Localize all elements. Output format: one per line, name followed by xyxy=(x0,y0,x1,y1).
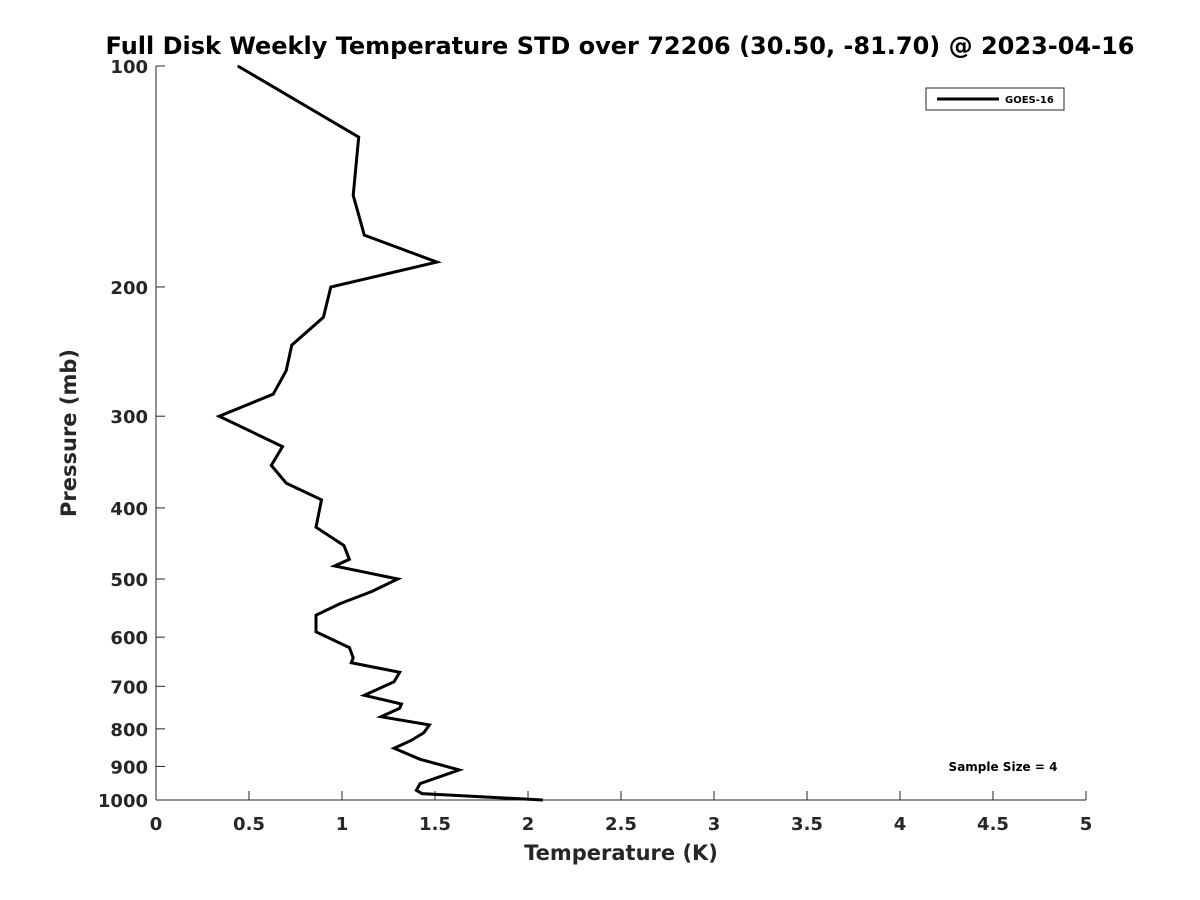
data-point xyxy=(419,758,421,760)
y-tick-label: 1000 xyxy=(98,791,148,812)
x-axis-label: Temperature (K) xyxy=(524,841,718,865)
x-tick-label: 1 xyxy=(336,814,349,835)
data-point xyxy=(352,657,354,659)
y-tick-label: 600 xyxy=(110,628,148,649)
x-tick-label: 2 xyxy=(522,814,535,835)
data-point xyxy=(363,234,365,236)
data-point xyxy=(315,526,317,528)
data-point xyxy=(380,716,382,718)
legend: GOES-16 xyxy=(925,87,1065,111)
data-point xyxy=(321,499,322,501)
data-point xyxy=(410,740,412,742)
y-tick-label: 300 xyxy=(110,407,148,428)
data-point xyxy=(419,783,421,785)
x-tick-label: 3.5 xyxy=(791,814,823,835)
legend-entry-goes-16: GOES-16 xyxy=(1005,95,1054,106)
data-point xyxy=(330,286,332,288)
data-point xyxy=(237,65,239,67)
plot-axes xyxy=(155,66,1086,801)
x-tick-label: 0.5 xyxy=(233,814,265,835)
data-point xyxy=(350,662,352,664)
data-point xyxy=(348,647,350,649)
data-point xyxy=(399,671,401,673)
data-point xyxy=(393,747,395,749)
y-tick-label: 200 xyxy=(110,278,148,299)
y-tick-label: 100 xyxy=(110,57,148,78)
data-point xyxy=(542,799,544,801)
series-line-goes-16 xyxy=(215,64,543,802)
series-points xyxy=(218,65,544,801)
x-tick-label: 0 xyxy=(150,814,163,835)
x-tick-label: 2.5 xyxy=(605,814,637,835)
data-point xyxy=(397,578,399,580)
data-point xyxy=(348,558,350,560)
data-point xyxy=(428,724,430,726)
x-tick-label: 5 xyxy=(1080,814,1093,835)
y-tick-label: 700 xyxy=(110,677,148,698)
data-point xyxy=(393,681,395,683)
x-tick-label: 3 xyxy=(708,814,721,835)
data-point xyxy=(401,703,402,705)
y-tick-label: 800 xyxy=(110,720,148,741)
data-point xyxy=(270,464,272,466)
y-tick-label: 400 xyxy=(110,499,148,520)
sample-size-annotation: Sample Size = 4 xyxy=(949,760,1058,774)
data-point xyxy=(334,565,336,567)
data-point xyxy=(291,344,293,346)
data-point xyxy=(358,136,360,138)
y-axis-label: Pressure (mb) xyxy=(57,349,81,517)
data-point xyxy=(415,789,417,791)
data-point xyxy=(285,482,287,484)
chart-title: Full Disk Weekly Temperature STD over 72… xyxy=(106,32,1135,60)
y-tick-label: 900 xyxy=(110,757,148,778)
data-point xyxy=(315,614,317,616)
y-ticks: 100 200 300 400 500 600 700 800 900 1000 xyxy=(98,57,165,812)
data-point xyxy=(352,194,354,196)
data-point xyxy=(285,370,287,372)
data-point xyxy=(218,415,220,417)
data-point xyxy=(421,793,423,795)
data-point xyxy=(339,603,341,605)
x-tick-label: 1.5 xyxy=(419,814,451,835)
data-point xyxy=(423,732,425,734)
data-point xyxy=(363,694,365,696)
data-point xyxy=(436,261,438,263)
data-point xyxy=(371,591,373,592)
data-point xyxy=(282,446,283,448)
x-tick-label: 4 xyxy=(894,814,907,835)
data-point xyxy=(315,631,317,633)
data-point xyxy=(399,707,401,709)
y-tick-label: 500 xyxy=(110,570,148,591)
data-point xyxy=(322,316,324,318)
x-tick-label: 4.5 xyxy=(977,814,1009,835)
data-point xyxy=(343,545,345,546)
x-ticks: 0 0.5 1 1.5 2 2.5 3 3.5 4 4.5 5 xyxy=(150,791,1093,835)
data-point xyxy=(458,769,460,771)
data-point xyxy=(272,393,274,395)
